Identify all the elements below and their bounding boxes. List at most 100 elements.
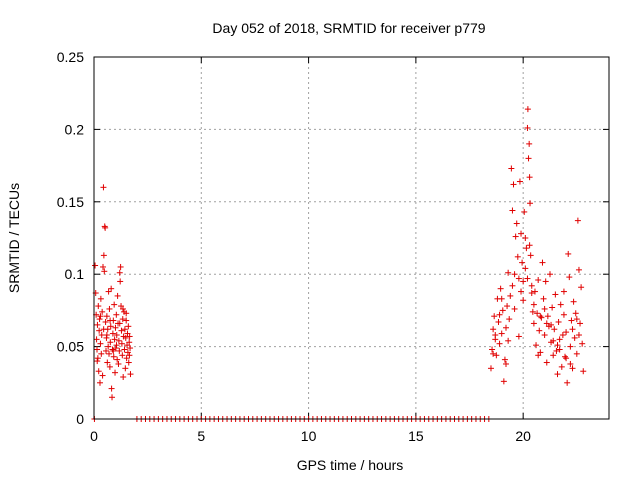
data-point xyxy=(118,340,125,347)
data-point xyxy=(548,321,555,328)
y-tick-label: 0.1 xyxy=(65,266,85,282)
data-point xyxy=(123,317,130,324)
data-point xyxy=(534,310,541,317)
data-point xyxy=(524,275,531,282)
data-point xyxy=(109,346,116,353)
data-point xyxy=(112,369,119,376)
x-axis-label: GPS time / hours xyxy=(297,457,404,473)
data-point xyxy=(125,323,132,330)
data-point xyxy=(525,155,532,162)
data-point xyxy=(113,311,120,318)
data-point xyxy=(519,259,526,266)
data-point xyxy=(108,385,115,392)
data-point xyxy=(579,340,586,347)
data-point xyxy=(542,278,549,285)
data-point xyxy=(117,278,124,285)
data-point xyxy=(556,346,563,353)
data-point xyxy=(529,308,536,315)
data-point xyxy=(114,356,121,363)
y-tick-label: 0 xyxy=(76,411,84,427)
data-point xyxy=(573,316,580,323)
data-point xyxy=(518,230,525,237)
y-axis-label: SRMTID / TECUs xyxy=(6,183,22,293)
data-point xyxy=(559,332,566,339)
data-point xyxy=(103,313,110,320)
data-point xyxy=(503,324,509,331)
data-point xyxy=(493,352,500,359)
data-point xyxy=(510,181,517,188)
data-point xyxy=(550,352,557,359)
data-point xyxy=(506,316,513,323)
data-point xyxy=(541,305,548,312)
data-point xyxy=(127,371,134,378)
data-point xyxy=(573,350,580,357)
data-point xyxy=(106,305,113,312)
data-point xyxy=(523,245,530,252)
data-point xyxy=(539,259,546,266)
data-point xyxy=(507,292,514,299)
data-point xyxy=(112,324,119,331)
data-point xyxy=(98,350,105,357)
data-point xyxy=(565,250,572,257)
data-point xyxy=(99,308,106,315)
data-point xyxy=(107,339,114,346)
data-point xyxy=(520,297,527,304)
data-point xyxy=(126,339,133,346)
data-point xyxy=(96,316,103,323)
data-point xyxy=(116,320,123,327)
data-point xyxy=(118,327,125,334)
data-point xyxy=(508,165,515,172)
data-point xyxy=(550,337,557,344)
data-point xyxy=(100,326,107,333)
data-point xyxy=(513,220,520,227)
data-point xyxy=(499,307,506,314)
data-point xyxy=(94,355,101,362)
data-point xyxy=(126,333,133,340)
data-point xyxy=(490,326,497,333)
data-point xyxy=(538,314,545,321)
data-point xyxy=(554,371,561,378)
data-point xyxy=(505,337,512,344)
data-point xyxy=(111,336,118,343)
data-point xyxy=(505,269,512,276)
data-point xyxy=(518,288,525,295)
data-point xyxy=(503,360,509,367)
data-point xyxy=(106,350,113,357)
data-point xyxy=(119,316,126,323)
data-point xyxy=(522,235,529,241)
data-point xyxy=(111,301,118,308)
plot-frame xyxy=(93,56,610,420)
data-point xyxy=(560,311,567,318)
data-point xyxy=(569,365,576,372)
data-point xyxy=(574,217,581,224)
data-point xyxy=(578,284,585,291)
data-point xyxy=(562,353,569,360)
data-point xyxy=(524,106,531,113)
data-point xyxy=(126,352,133,359)
data-point xyxy=(122,334,129,341)
data-point xyxy=(106,363,113,370)
x-tick-label: 0 xyxy=(90,428,98,444)
data-point xyxy=(528,290,535,297)
data-point xyxy=(556,336,563,343)
data-point xyxy=(521,208,528,215)
data-point xyxy=(570,298,577,305)
data-point xyxy=(496,340,503,347)
grid-lines xyxy=(94,57,609,419)
data-point xyxy=(515,275,522,282)
data-point xyxy=(530,320,537,327)
data-point xyxy=(498,330,505,337)
data-point xyxy=(577,320,584,327)
data-point xyxy=(99,372,106,379)
data-point xyxy=(509,282,516,289)
data-point xyxy=(511,271,518,278)
data-point xyxy=(543,320,550,327)
data-point xyxy=(560,288,567,295)
data-point xyxy=(575,266,582,273)
data-point xyxy=(116,347,123,354)
data-point xyxy=(514,253,521,260)
data-point xyxy=(567,360,574,367)
data-point xyxy=(121,346,128,353)
data-point xyxy=(490,350,497,357)
data-point xyxy=(580,368,587,375)
